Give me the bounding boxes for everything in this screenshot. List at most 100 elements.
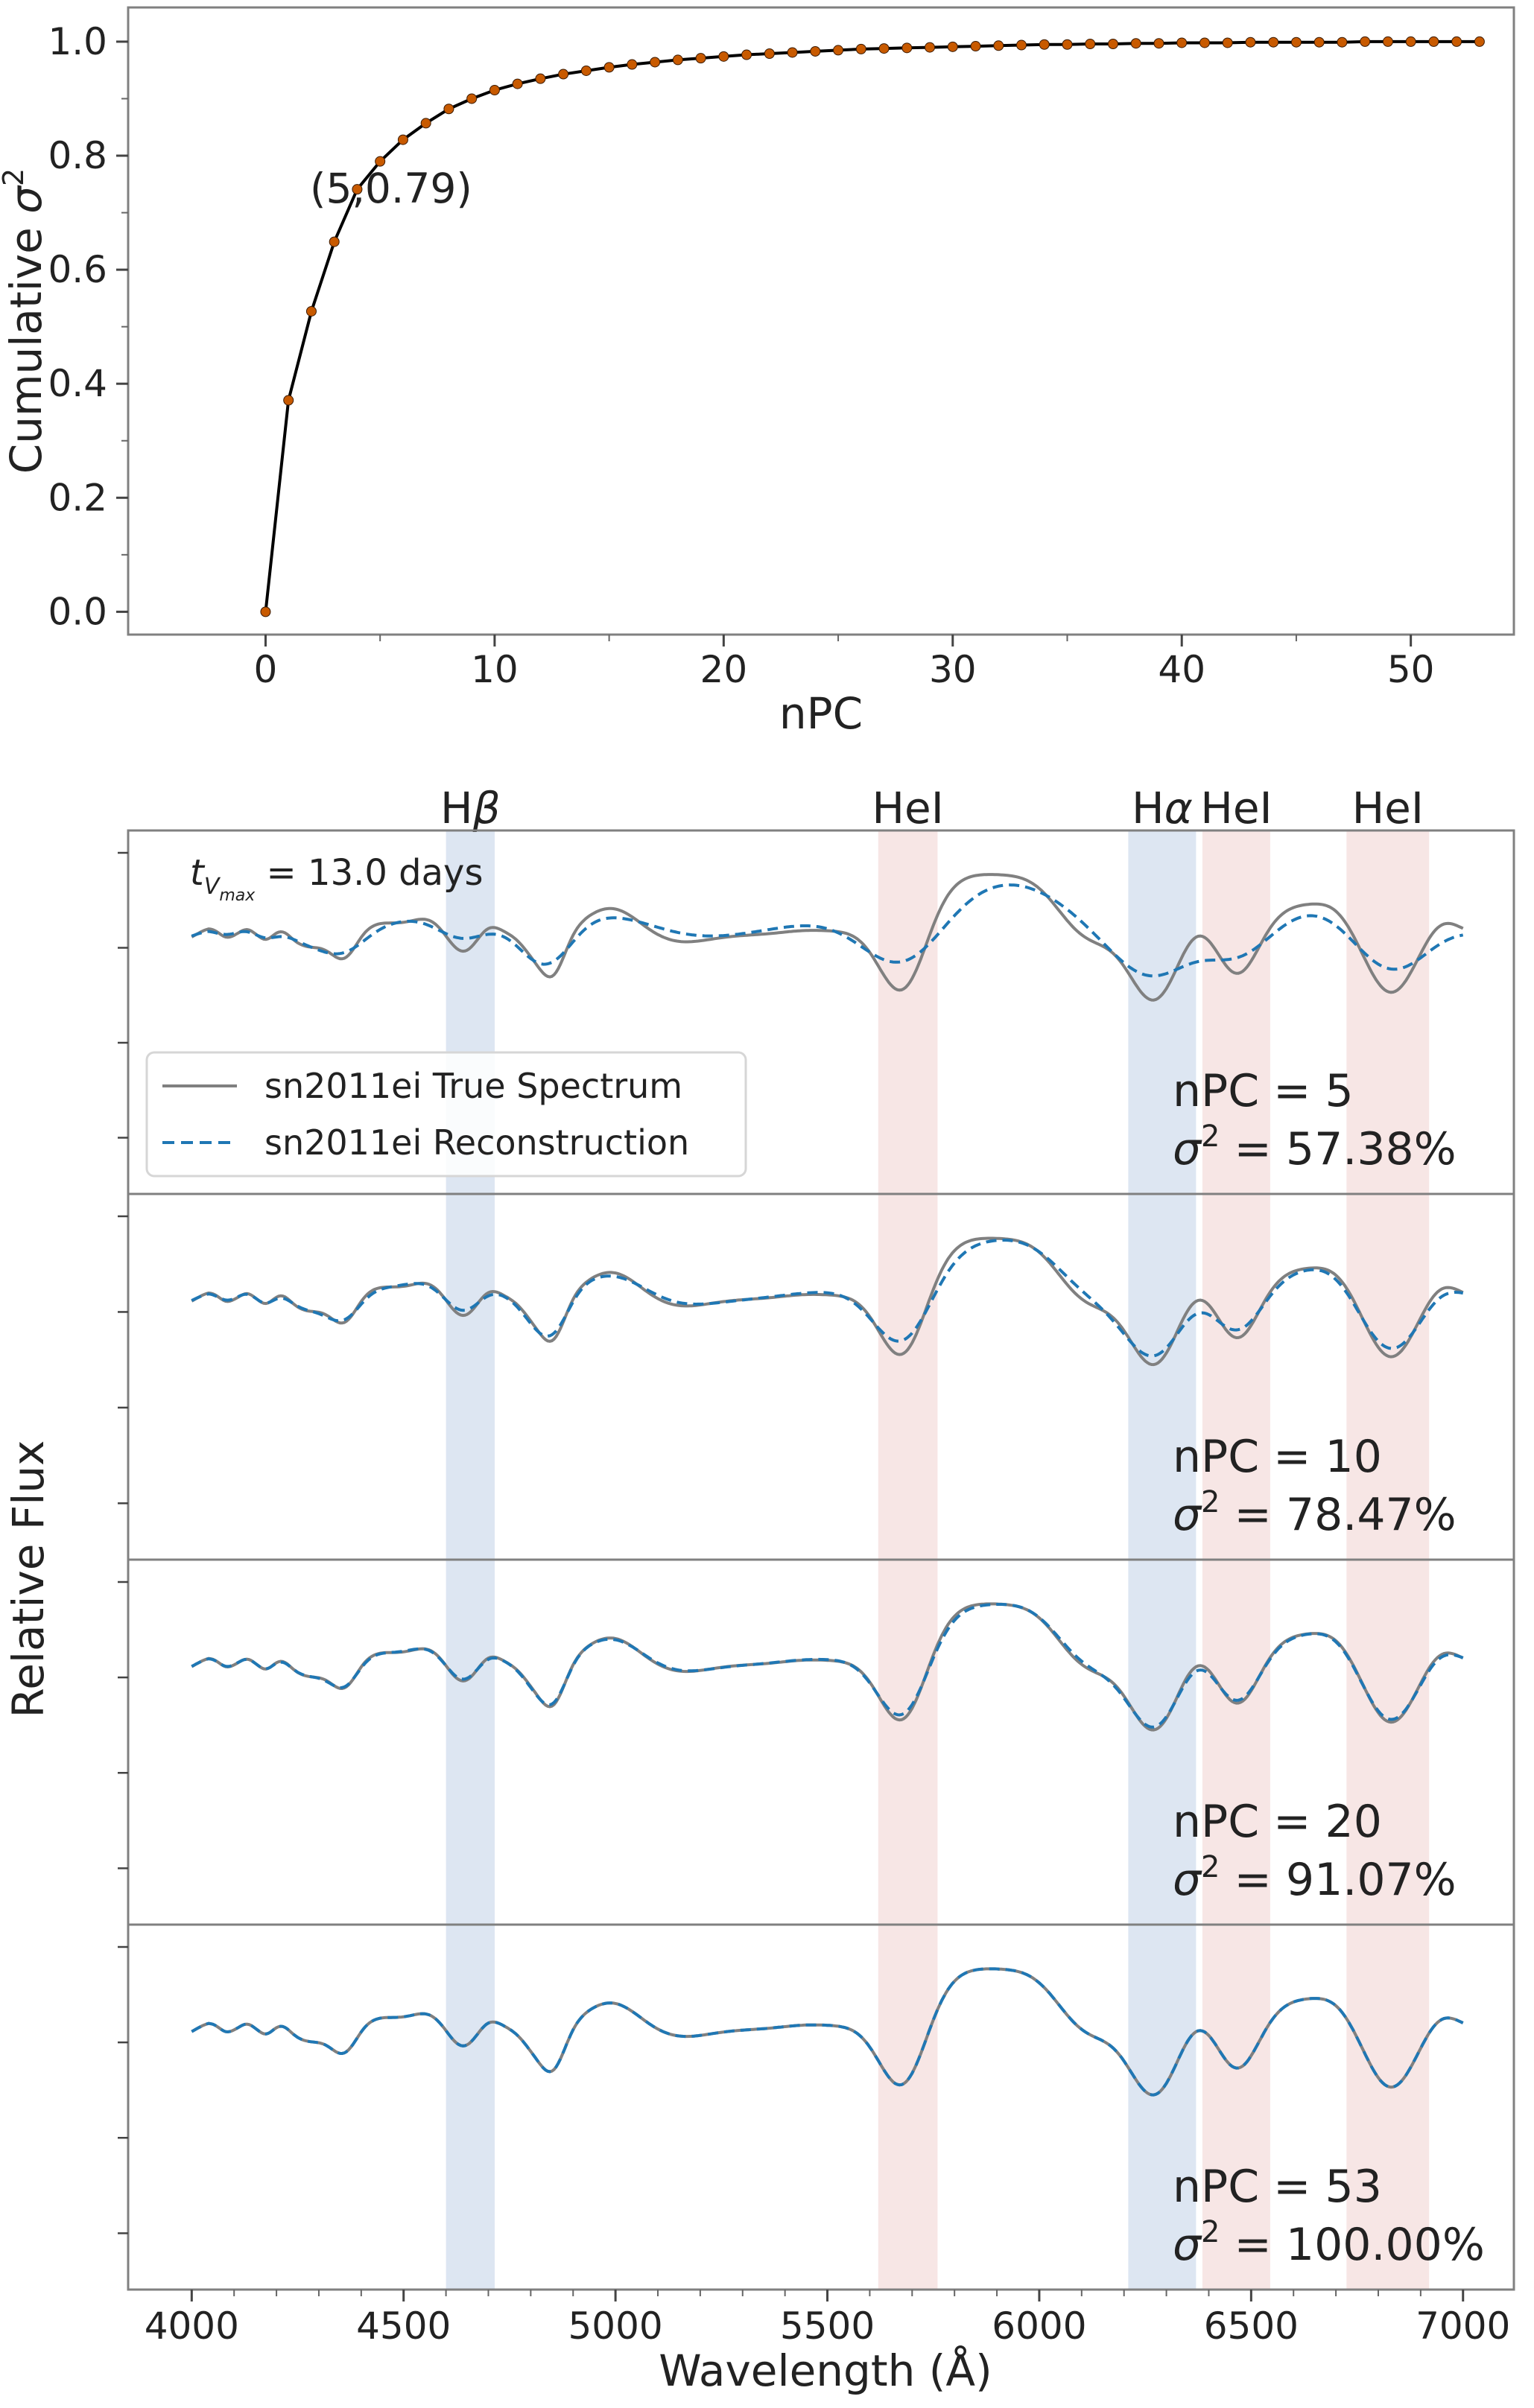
panel-frame [127, 1923, 1515, 2291]
data-point [1474, 36, 1485, 47]
data-point [443, 104, 454, 115]
wavelength-x-axis: 4000 4500 5000 5500 6000 6500 7000 [145, 2290, 1510, 2348]
data-point [947, 41, 958, 52]
data-point [627, 59, 638, 70]
data-point [1222, 37, 1233, 48]
data-point [305, 305, 317, 317]
x-tick-label: 30 [929, 648, 977, 691]
x-tick-label: 6500 [1204, 2304, 1299, 2348]
data-point [925, 42, 936, 53]
x-tick-label: 6000 [992, 2304, 1086, 2348]
npc-label: nPC = 5 [1173, 1065, 1354, 1117]
y-tick-label: 0.6 [48, 248, 107, 291]
npc-label: nPC = 20 [1173, 1796, 1382, 1848]
data-point [1337, 36, 1348, 48]
y-tick-label: 0.4 [48, 362, 107, 405]
x-axis-label: nPC [779, 688, 863, 739]
line-band-labels: Hβ HeI Hα HeI HeI [440, 783, 1424, 833]
true-spectrum-line [191, 1967, 1464, 2097]
band-label: HeI [872, 783, 943, 833]
legend: sn2011ei True Spectrum sn2011ei Reconstr… [145, 1051, 747, 1178]
data-point [878, 43, 890, 54]
data-point [993, 40, 1004, 51]
band-label: Hβ [440, 783, 501, 833]
y-tick-label: 1.0 [48, 20, 107, 63]
band-label-main: HeI [872, 783, 943, 833]
x-tick-label: 20 [700, 648, 748, 691]
data-point [1153, 38, 1164, 49]
data-point [329, 236, 340, 247]
data-point [1107, 38, 1118, 49]
legend-box [145, 1051, 747, 1178]
band-label: HeI [1352, 783, 1424, 833]
cumulative-variance-chart: 0 10 20 30 40 50 0.00.20.40.60.81.0 (5,0.79) … [0, 6, 1515, 739]
x-tick-label: 4500 [356, 2304, 451, 2348]
legend-true-label: sn2011ei True Spectrum [264, 1066, 682, 1106]
data-point [1085, 38, 1096, 49]
data-point [1451, 36, 1462, 47]
y-axis-label: Cumulative σ2 [0, 168, 51, 474]
data-point [741, 49, 752, 60]
data-point [1016, 39, 1027, 51]
data-point [352, 184, 363, 195]
data-point [901, 42, 913, 54]
x-tick-label: 10 [471, 648, 519, 691]
data-point [489, 84, 500, 95]
npc-label: nPC = 10 [1173, 1431, 1382, 1483]
data-point [672, 54, 683, 66]
data-point [1405, 36, 1416, 47]
data-point [1428, 36, 1439, 47]
x-tick-label: 4000 [145, 2304, 239, 2348]
data-point [1199, 37, 1210, 48]
variance-label: σ2 = 57.38% [1173, 1119, 1457, 1175]
y-tick-label: 0.0 [48, 590, 107, 633]
x-tick-label: 50 [1387, 648, 1435, 691]
data-point [787, 47, 798, 58]
data-point [283, 395, 294, 406]
variance-label: σ2 = 91.07% [1173, 1850, 1457, 1906]
data-point [375, 156, 386, 167]
band-label-main: HeI [1200, 783, 1272, 833]
spectrum-panel: nPC = 5σ2 = 57.38% [118, 829, 1515, 1195]
data-point [718, 51, 729, 62]
true-spectrum-line [191, 1236, 1464, 1367]
data-point [1039, 39, 1050, 50]
data-point [855, 43, 866, 54]
band-label: Hα [1132, 783, 1193, 833]
data-point [1130, 38, 1141, 49]
cumulative-x-axis: 0 10 20 30 40 50 [254, 635, 1435, 691]
x-tick-label: 5500 [780, 2304, 875, 2348]
band-label-main: H [440, 783, 473, 833]
band-label-main: H [1132, 783, 1164, 833]
data-point [810, 45, 821, 57]
spectra-chart: Hβ HeI Hα HeI HeI nPC = 5σ2 = 57.38%nPC = 10… [3, 783, 1515, 2396]
x-tick-label: 40 [1158, 648, 1205, 691]
data-point [397, 134, 408, 145]
data-point [1062, 39, 1073, 50]
y-axis-label: Relative Flux [3, 1440, 54, 1718]
cumulative-variance-markers [260, 36, 1485, 617]
y-tick-label: 0.8 [48, 134, 107, 177]
data-point [764, 48, 775, 60]
true-spectrum-line [191, 873, 1464, 1002]
annotation-label: (5,0.79) [310, 165, 472, 212]
reconstruction-line [191, 1239, 1464, 1358]
band-label-greek: β [472, 783, 501, 833]
band-label-greek: α [1164, 783, 1193, 833]
variance-label: σ2 = 100.00% [1173, 2215, 1485, 2271]
x-axis-label: Wavelength (Å) [659, 2345, 992, 2396]
y-tick-label: 0.2 [48, 476, 107, 519]
true-spectrum-line [191, 1602, 1464, 1732]
data-point [558, 69, 569, 80]
data-point [1176, 37, 1188, 48]
variance-label: σ2 = 78.47% [1173, 1485, 1457, 1541]
data-point [603, 62, 615, 73]
cumulative-plot-frame [127, 6, 1515, 636]
data-point [1245, 36, 1256, 48]
data-point [580, 65, 592, 76]
